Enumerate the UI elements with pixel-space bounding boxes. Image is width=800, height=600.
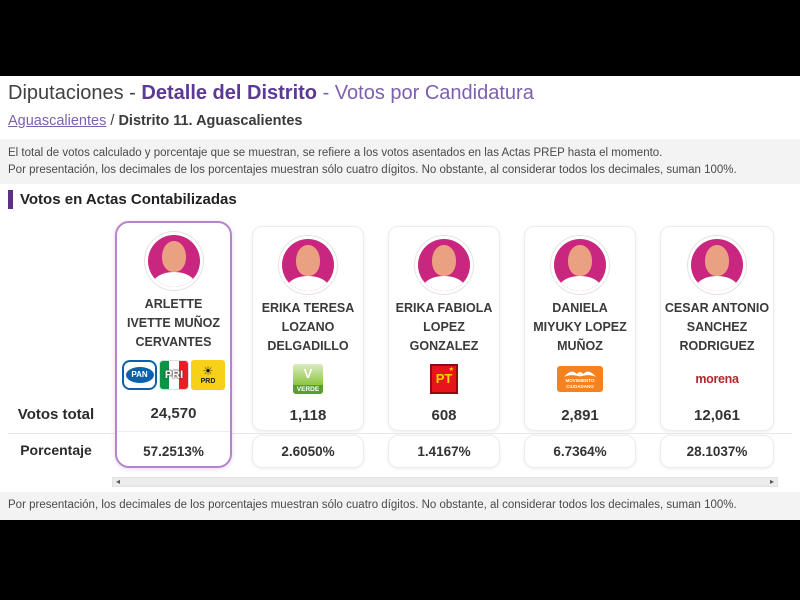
- notice-line-1: El total de votos calculado y porcentaje…: [8, 147, 663, 159]
- percentage-card[interactable]: 1.4167%: [388, 435, 500, 468]
- pri-label: PRI: [164, 368, 184, 381]
- candidate-avatar: [278, 235, 338, 295]
- party-logos-row: PAN PRI ☀ PRD: [117, 356, 230, 393]
- party-logo-pan: PAN: [122, 359, 157, 390]
- votes-total-value: 608: [431, 407, 457, 424]
- candidate-name: CESAR ANTONIO SANCHEZ RODRIGUEZ: [664, 301, 770, 353]
- breadcrumb: Aguascalientes / Distrito 11. Aguascalie…: [8, 113, 302, 129]
- section-heading: Votos en Actas Contabilizadas: [8, 190, 237, 209]
- candidate-avatar: [414, 235, 474, 295]
- notice-line-2: Por presentación, los decimales de los p…: [8, 163, 737, 176]
- breadcrumb-link-aguascalientes[interactable]: Aguascalientes: [8, 113, 107, 129]
- section-title: Votos en Actas Contabilizadas: [20, 191, 237, 208]
- candidate-column-4: DANIELA MIYUKY LOPEZ MUÑOZ MOVIMIENTO CI…: [524, 221, 636, 468]
- person-icon: [282, 239, 334, 291]
- percentage-value: 28.1037%: [686, 444, 748, 459]
- bottom-notice-bar: Por presentación, los decimales de los p…: [0, 492, 800, 520]
- candidate-name: DANIELA MIYUKY LOPEZ MUÑOZ: [533, 301, 627, 353]
- candidate-avatar: [687, 235, 747, 295]
- morena-label: morena: [695, 371, 739, 386]
- candidate-avatar: [143, 231, 204, 291]
- percentage-card[interactable]: 2.6050%: [252, 435, 364, 468]
- candidate-column-1: ARLETTE IVETTE MUÑOZ CERVANTES PAN PRI ☀…: [115, 221, 232, 468]
- candidate-card-erika-lopez[interactable]: ERIKA FABIOLA LOPEZ GONZALEZ PT ★ 608: [388, 226, 500, 431]
- candidates-cards-region: ARLETTE IVETTE MUÑOZ CERVANTES PAN PRI ☀…: [0, 221, 800, 471]
- star-icon: ★: [448, 366, 454, 373]
- candidate-column-5: CESAR ANTONIO SANCHEZ RODRIGUEZ morena 1…: [660, 221, 774, 468]
- candidate-card-daniela-lopez[interactable]: DANIELA MIYUKY LOPEZ MUÑOZ MOVIMIENTO CI…: [524, 226, 636, 431]
- row-label-porcentaje: Porcentaje: [20, 442, 92, 458]
- scroll-left-arrow-icon[interactable]: ◂: [116, 477, 121, 486]
- candidate-name: ARLETTE IVETTE MUÑOZ CERVANTES: [126, 297, 221, 349]
- pt-label: PT: [435, 371, 453, 386]
- candidate-card-cesar-sanchez[interactable]: CESAR ANTONIO SANCHEZ RODRIGUEZ morena 1…: [660, 226, 774, 431]
- person-icon: [147, 235, 200, 287]
- party-logo-verde: V VERDE: [293, 363, 323, 394]
- sun-icon: ☀: [202, 363, 214, 378]
- party-logos-row: V VERDE: [253, 360, 363, 397]
- person-icon: [418, 239, 470, 291]
- candidate-column-2: ERIKA TERESA LOZANO DELGADILLO V VERDE 1…: [252, 221, 364, 468]
- scroll-right-arrow-icon[interactable]: ▸: [769, 477, 774, 486]
- votes-total-value: 2,891: [561, 407, 599, 424]
- page-title: Diputaciones - Detalle del Distrito - Vo…: [8, 82, 534, 105]
- title-part-detalle-distrito: Detalle del Distrito: [141, 82, 318, 104]
- percentage-card[interactable]: 6.7364%: [524, 435, 636, 468]
- party-logo-movimiento-ciudadano: MOVIMIENTO CIUDADANO: [557, 365, 603, 392]
- bottom-notice-text: Por presentación, los decimales de los p…: [8, 499, 737, 511]
- pan-label: PAN: [125, 366, 154, 383]
- candidate-avatar: [550, 235, 610, 295]
- horizontal-scrollbar[interactable]: ◂ ▸: [112, 477, 778, 487]
- top-notice-bar: El total de votos calculado y porcentaje…: [0, 139, 800, 184]
- party-logo-prd: ☀ PRD: [191, 359, 225, 390]
- mc-label: MOVIMIENTO CIUDADANO: [565, 378, 595, 389]
- party-logo-morena: morena: [695, 370, 739, 388]
- percentage-value: 2.6050%: [281, 444, 335, 459]
- verde-v-mark: V: [293, 363, 323, 385]
- card-internal-divider: [117, 431, 230, 432]
- party-logo-pri: PRI: [159, 359, 189, 390]
- candidate-column-3: ERIKA FABIOLA LOPEZ GONZALEZ PT ★ 608 1.4…: [388, 221, 500, 468]
- party-logos-row: PT ★: [389, 360, 499, 397]
- percentage-value: 1.4167%: [417, 444, 471, 459]
- eagle-icon: [564, 371, 596, 378]
- party-logos-row: morena: [661, 360, 773, 397]
- votes-total-value: 1,118: [289, 407, 327, 424]
- candidate-card-arlette-munoz[interactable]: ARLETTE IVETTE MUÑOZ CERVANTES PAN PRI ☀…: [115, 221, 232, 468]
- percentage-card[interactable]: 28.1037%: [660, 435, 774, 468]
- title-part-votos-candidatura: - Votos por Candidatura: [317, 82, 534, 104]
- party-logos-row: MOVIMIENTO CIUDADANO: [525, 360, 635, 397]
- verde-label: VERDE: [293, 384, 323, 394]
- breadcrumb-separator: /: [106, 113, 119, 129]
- rows-divider: [8, 433, 792, 434]
- percentage-value: 6.7364%: [553, 444, 607, 459]
- percentage-value: 57.2513%: [143, 444, 204, 459]
- party-logo-pt: PT ★: [430, 363, 458, 394]
- prd-label: PRD: [200, 377, 216, 385]
- breadcrumb-current-distrito: Distrito 11. Aguascalientes: [118, 113, 303, 129]
- candidate-name: ERIKA FABIOLA LOPEZ GONZALEZ: [395, 301, 493, 353]
- section-accent-bar: [8, 190, 13, 209]
- title-part-diputaciones: Diputaciones -: [8, 82, 142, 104]
- person-icon: [691, 239, 743, 291]
- votes-total-value: 24,570: [150, 405, 197, 422]
- candidate-card-erika-lozano[interactable]: ERIKA TERESA LOZANO DELGADILLO V VERDE 1…: [252, 226, 364, 431]
- person-icon: [554, 239, 606, 291]
- page-content: Diputaciones - Detalle del Distrito - Vo…: [0, 76, 800, 520]
- row-label-votos-total: Votos total: [17, 406, 95, 423]
- candidate-name: ERIKA TERESA LOZANO DELGADILLO: [261, 301, 355, 353]
- votes-total-value: 12,061: [694, 407, 740, 424]
